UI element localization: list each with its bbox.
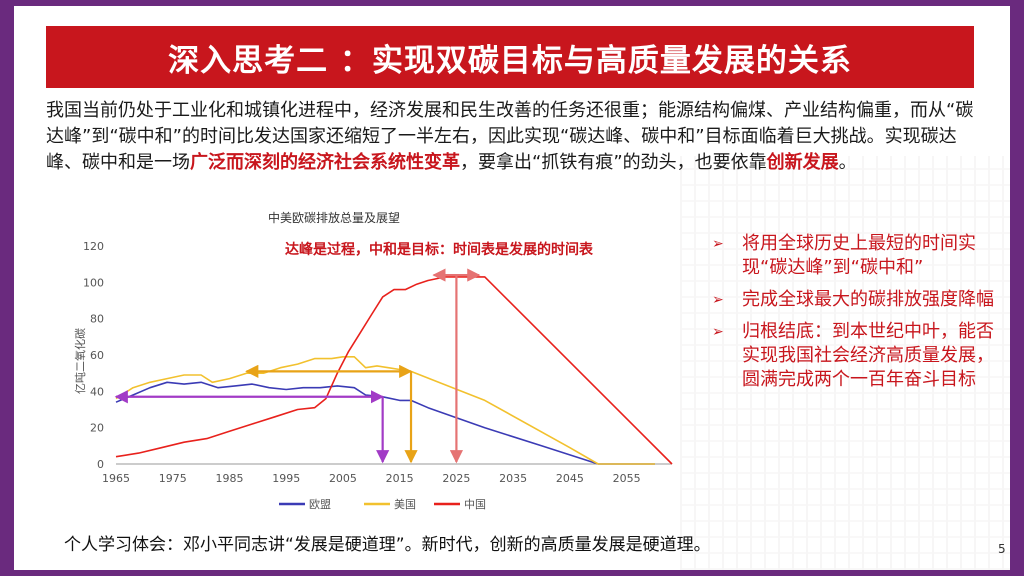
legend-label: 美国 [394, 498, 416, 511]
x-tick-label: 2005 [329, 472, 357, 485]
bullet-text-3: 归根结底：到本世纪中叶，能否实现我国社会经济高质量发展，圆满完成两个一百年奋斗目… [742, 321, 994, 390]
title-bar: 深入思考二 ：实现双碳目标与高质量发展的关系 [46, 26, 974, 88]
y-tick-label: 120 [83, 240, 104, 253]
bullet-item: ➢ 完成全球最大的碳排放强度降幅 [712, 288, 1008, 312]
x-tick-label: 2025 [442, 472, 470, 485]
axes: 0 20 40 60 80 100 120 1965 1975 1985 1995 2005 2015 2… [83, 240, 672, 485]
para-text-3: 。 [838, 152, 857, 173]
legend-label: 欧盟 [309, 498, 331, 511]
intro-paragraph: 我国当前仍处于工业化和城镇化进程中，经济发展和民生改善的任务还很重；能源结构偏煤… [46, 98, 986, 176]
bullet-text-1: 将用全球历史上最短的时间实现“碳达峰”到“碳中和” [742, 233, 976, 278]
slide-title: 深入思考二 ：实现双碳目标与高质量发展的关系 [168, 42, 852, 79]
series-line [115, 356, 655, 465]
x-tick-label: 2055 [613, 472, 641, 485]
y-tick-label: 60 [90, 349, 104, 362]
chart-annotation: 达峰是过程，中和是目标：时间表是发展的时间表 [285, 241, 594, 258]
series-line [115, 276, 673, 465]
arrow-bullet-icon: ➢ [712, 236, 724, 252]
arrow-bullet-icon: ➢ [712, 324, 724, 340]
bullet-item: ➢ 将用全球历史上最短的时间实现“碳达峰”到“碳中和” [712, 232, 1008, 280]
background-pattern [680, 156, 1010, 570]
emissions-chart: 中美欧碳排放总量及展望 达峰是过程，中和是目标：时间表是发展的时间表 亿吨二氧化… [74, 210, 673, 511]
y-tick-label: 40 [90, 385, 104, 398]
x-tick-label: 2035 [499, 472, 527, 485]
chart-title: 中美欧碳排放总量及展望 [268, 210, 400, 225]
para-highlight-2: 创新发展 [766, 152, 839, 173]
reference-arrows [114, 268, 481, 464]
para-text-2: ，要拿出“抓铁有痕”的劲头，也要依靠 [460, 152, 767, 173]
y-tick-label: 0 [97, 458, 104, 471]
page-number: 5 [998, 542, 1006, 556]
y-tick-label: 20 [90, 422, 104, 435]
para-highlight-1: 广泛而深刻的经济社会系统性变革 [190, 152, 460, 173]
slide: 深入思考二 ：实现双碳目标与高质量发展的关系 我国当前仍处于工业化和城镇化进程中… [14, 6, 1010, 570]
bullet-item: ➢ 归根结底：到本世纪中叶，能否实现我国社会经济高质量发展，圆满完成两个一百年奋… [712, 320, 1008, 392]
x-tick-label: 1965 [102, 472, 130, 485]
y-tick-label: 100 [83, 276, 104, 289]
arrow-bullet-icon: ➢ [712, 292, 724, 308]
x-tick-label: 1975 [159, 472, 187, 485]
para-text-1: 我国当前仍处于工业化和城镇化进程中，经济发展和民生改善的任务还很重；能源结构偏煤… [46, 100, 974, 173]
bullet-list: ➢ 将用全球历史上最短的时间实现“碳达峰”到“碳中和” ➢ 完成全球最大的碳排放… [712, 232, 1008, 400]
x-tick-label: 1995 [272, 472, 300, 485]
y-tick-label: 80 [90, 313, 104, 326]
bullet-text-2: 完成全球最大的碳排放强度降幅 [742, 289, 994, 310]
legend-label: 中国 [464, 498, 486, 511]
x-tick-label: 1985 [215, 472, 243, 485]
x-tick-label: 2045 [556, 472, 584, 485]
series-line [115, 381, 655, 465]
x-tick-label: 2015 [386, 472, 414, 485]
footer-note: 个人学习体会：邓小平同志讲“发展是硬道理”。新时代，创新的高质量发展是硬道理。 [64, 535, 711, 555]
legend: 欧盟 美国 中国 [279, 498, 486, 511]
y-axis-label: 亿吨二氧化碳 [74, 328, 87, 394]
